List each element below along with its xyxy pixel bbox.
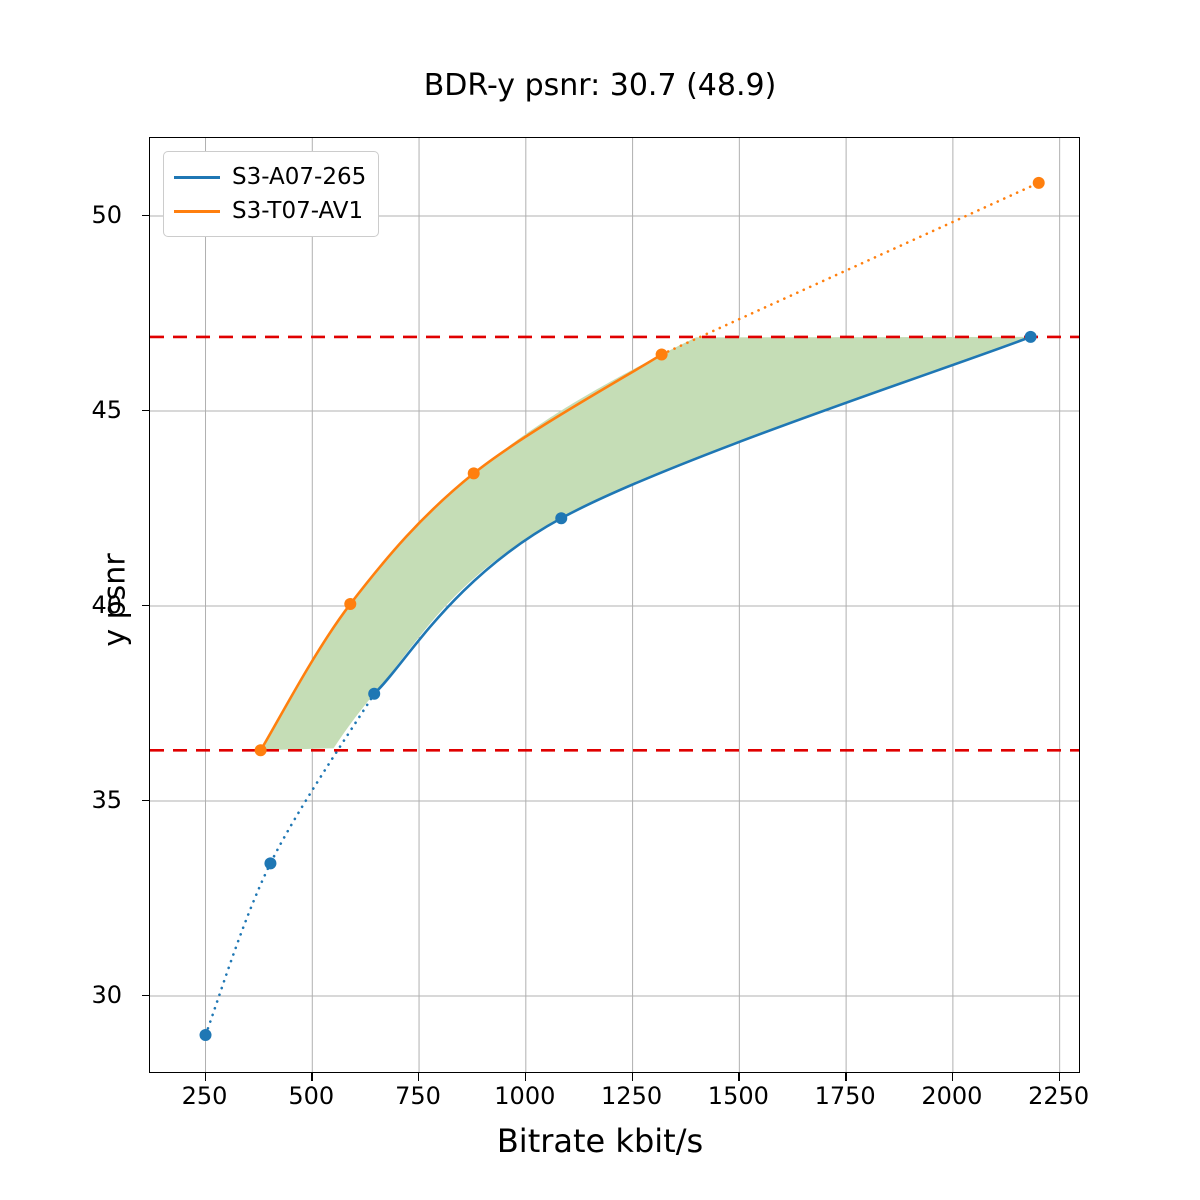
x-tick-label-1000: 1000: [494, 1082, 556, 1110]
x-tick-mark-1500: [738, 1073, 740, 1081]
series-line-s3-a07-265: [372, 335, 1032, 696]
data-point-s3-a07-265-0[interactable]: [199, 1029, 212, 1041]
data-point-s3-a07-265-2[interactable]: [368, 687, 381, 700]
data-point-s3-t07-av1-4[interactable]: [1032, 176, 1045, 189]
y-tick-mark-45: [142, 410, 150, 412]
page-title: BDR-y psnr: 30.7 (48.9): [423, 68, 777, 103]
data-point-s3-a07-265-1[interactable]: [264, 857, 277, 870]
x-tick-label-750: 750: [395, 1082, 441, 1110]
x-tick-label-1250: 1250: [601, 1082, 663, 1110]
x-tick-mark-250: [204, 1073, 206, 1081]
y-tick-label-40: 40: [91, 591, 122, 619]
y-tick-label-30: 30: [91, 981, 122, 1009]
plot-canvas: [150, 138, 1079, 1072]
data-point-s3-a07-265-3[interactable]: [555, 512, 568, 525]
y-tick-mark-50: [142, 215, 150, 217]
legend-color-swatch-series-0: [174, 175, 220, 179]
x-tick-mark-2000: [951, 1073, 954, 1081]
y-tick-mark-40: [142, 605, 150, 607]
data-point-s3-t07-av1-1[interactable]: [344, 598, 357, 611]
legend-label-series-0: S3-A07-265: [232, 164, 367, 190]
series-line-s3-t07-av1: [259, 353, 663, 752]
x-tick-mark-750: [418, 1073, 420, 1081]
legend[interactable]: S3-A07-265 S3-T07-AV1: [163, 151, 380, 237]
x-tick-label-500: 500: [288, 1082, 335, 1110]
series-line-dotted-s3-t07-av1: [660, 181, 1041, 356]
x-tick-label-1750: 1750: [814, 1082, 876, 1110]
x-tick-label-2000: 2000: [921, 1082, 983, 1110]
x-tick-label-1500: 1500: [707, 1082, 769, 1110]
x-axis-label: Bitrate kbit/s: [496, 1122, 704, 1160]
y-tick-label-50: 50: [91, 201, 122, 229]
y-tick-label-35: 35: [91, 786, 122, 814]
y-tick-mark-35: [142, 800, 150, 802]
y-tick-mark-30: [142, 995, 150, 997]
data-point-s3-t07-av1-3[interactable]: [655, 348, 668, 361]
x-tick-mark-2250: [1058, 1073, 1061, 1081]
legend-item-0[interactable]: S3-A07-265: [174, 160, 366, 194]
x-tick-mark-500: [311, 1073, 313, 1081]
y-tick-label-45: 45: [91, 396, 122, 424]
plot-area: [149, 137, 1080, 1073]
legend-color-swatch-series-1: [174, 209, 220, 213]
x-tick-mark-1000: [524, 1073, 527, 1081]
x-tick-label-2250: 2250: [1028, 1082, 1090, 1110]
data-point-s3-t07-av1-2[interactable]: [467, 467, 480, 480]
bd-rate-shaded-area: [260, 336, 1031, 751]
x-tick-label-250: 250: [181, 1082, 228, 1110]
legend-label-series-1: S3-T07-AV1: [232, 198, 364, 224]
x-tick-mark-1250: [631, 1073, 633, 1081]
x-tick-mark-1750: [845, 1073, 847, 1081]
data-point-s3-a07-265-4[interactable]: [1024, 330, 1037, 343]
legend-item-1[interactable]: S3-T07-AV1: [174, 194, 366, 228]
data-point-s3-t07-av1-0[interactable]: [254, 744, 267, 757]
